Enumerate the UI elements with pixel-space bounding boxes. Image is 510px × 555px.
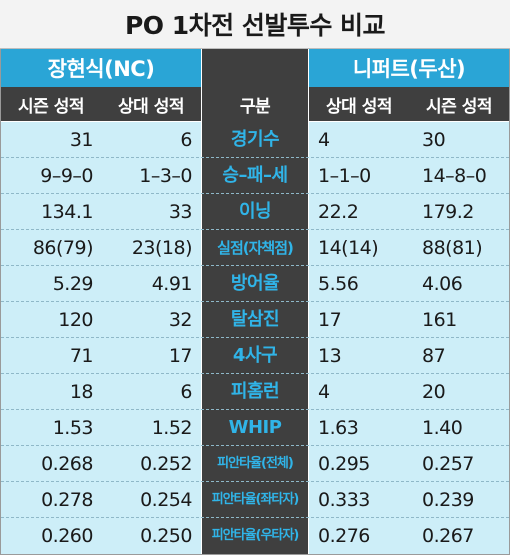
right-vs-value: 13 <box>318 345 342 367</box>
left-season-value: 0.268 <box>41 453 93 475</box>
team-right-header: 니퍼트(두산) <box>309 49 509 87</box>
right-season-value: 30 <box>422 129 446 151</box>
table-row: 1.53 1.52 WHIP 1.63 1.40 <box>0 410 510 446</box>
category-label: 실점(자책점) <box>217 239 294 257</box>
header-left-vs: 상대 성적 <box>101 87 201 121</box>
left-season-value: 31 <box>69 129 94 151</box>
right-vs-value: 0.333 <box>318 489 370 511</box>
table-row: 31 6 경기수 4 30 <box>0 122 510 158</box>
left-season-value: 18 <box>69 381 94 403</box>
right-season-value: 88(81) <box>422 237 483 259</box>
left-vs-value: 0.254 <box>140 489 192 511</box>
left-vs-value: 6 <box>180 129 192 151</box>
right-vs-value: 14(14) <box>318 237 379 259</box>
category-label: WHIP <box>228 417 282 438</box>
left-vs-value: 1.52 <box>151 417 193 439</box>
right-season-value: 14–8–0 <box>422 165 487 187</box>
right-vs-value: 4 <box>318 129 330 151</box>
right-season-value: 179.2 <box>422 201 474 223</box>
right-season-value: 1.40 <box>422 417 463 439</box>
category-label: 피안타율(우타자) <box>211 528 300 543</box>
table-row: 0.268 0.252 피안타율(전체) 0.295 0.257 <box>0 446 510 482</box>
team-left-header: 장현식(NC) <box>1 49 201 87</box>
header-right-season: 시즌 성적 <box>409 87 509 121</box>
right-vs-value: 0.276 <box>318 525 370 547</box>
left-vs-value: 0.252 <box>140 453 192 475</box>
right-season-value: 0.267 <box>422 525 474 547</box>
right-vs-value: 4 <box>318 381 330 403</box>
left-season-value: 71 <box>69 345 94 367</box>
right-season-value: 20 <box>422 381 446 403</box>
left-vs-value: 17 <box>168 345 193 367</box>
category-label: 피안타율(좌타자) <box>211 492 300 507</box>
table-row: 0.260 0.250 피안타율(우타자) 0.276 0.267 <box>0 518 510 554</box>
table-row: 71 17 4사구 13 87 <box>0 338 510 374</box>
left-vs-value: 6 <box>180 381 192 403</box>
header-right-vs: 상대 성적 <box>309 87 409 121</box>
left-season-value: 120 <box>58 309 93 331</box>
left-season-value: 9–9–0 <box>40 165 93 187</box>
category-label: 탈삼진 <box>230 309 280 330</box>
right-vs-value: 0.295 <box>318 453 370 475</box>
right-season-value: 161 <box>422 309 457 331</box>
category-label: 이닝 <box>238 201 272 222</box>
right-vs-value: 1–1–0 <box>318 165 371 187</box>
category-label: 피안타율(전체) <box>217 456 294 471</box>
table-row: 9–9–0 1–3–0 승–패–세 1–1–0 14–8–0 <box>0 158 510 194</box>
category-label: 피홈런 <box>230 381 280 402</box>
table-row: 18 6 피홈런 4 20 <box>0 374 510 410</box>
category-label: 경기수 <box>230 129 280 150</box>
left-vs-value: 23(18) <box>131 237 193 259</box>
category-label: 승–패–세 <box>222 165 288 186</box>
left-vs-value: 1–3–0 <box>139 165 192 187</box>
right-vs-value: 22.2 <box>318 201 359 223</box>
stats-table-body: 31 6 경기수 4 30 9–9–0 1–3–0 승–패–세 1–1–0 14… <box>0 122 510 554</box>
left-season-value: 0.278 <box>41 489 93 511</box>
right-season-value: 87 <box>422 345 446 367</box>
right-season-value: 0.257 <box>422 453 474 475</box>
right-vs-value: 5.56 <box>318 273 359 295</box>
left-season-value: 5.29 <box>52 273 94 295</box>
table-row: 86(79) 23(18) 실점(자책점) 14(14) 88(81) <box>0 230 510 266</box>
left-vs-value: 4.91 <box>151 273 193 295</box>
table-row: 120 32 탈삼진 17 161 <box>0 302 510 338</box>
left-season-value: 0.260 <box>41 525 93 547</box>
category-label: 4사구 <box>232 345 278 366</box>
category-label: 방어율 <box>230 273 280 294</box>
left-vs-value: 32 <box>168 309 193 331</box>
table-row: 134.1 33 이닝 22.2 179.2 <box>0 194 510 230</box>
left-season-value: 1.53 <box>52 417 94 439</box>
right-vs-value: 1.63 <box>318 417 359 439</box>
header-left-season: 시즌 성적 <box>1 87 101 121</box>
right-vs-value: 17 <box>318 309 342 331</box>
left-vs-value: 0.250 <box>140 525 192 547</box>
header-category: 구분 <box>202 87 308 121</box>
right-season-value: 0.239 <box>422 489 474 511</box>
right-season-value: 4.06 <box>422 273 463 295</box>
left-season-value: 86(79) <box>32 237 94 259</box>
left-season-value: 134.1 <box>41 201 93 223</box>
left-vs-value: 33 <box>168 201 193 223</box>
table-row: 5.29 4.91 방어율 5.56 4.06 <box>0 266 510 302</box>
table-title: PO 1차전 선발투수 비교 <box>0 0 510 49</box>
table-row: 0.278 0.254 피안타율(좌타자) 0.333 0.239 <box>0 482 510 518</box>
